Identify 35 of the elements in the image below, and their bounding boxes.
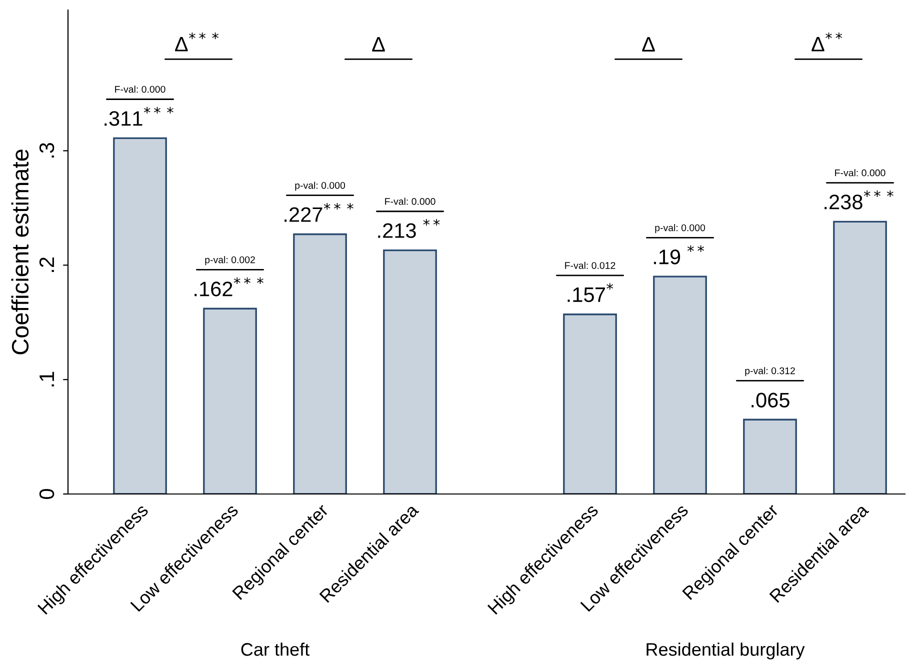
data-label: .238$^{***}$ [824, 190, 894, 210]
data-label: .065 [752, 392, 790, 408]
data-label: .162$^{***}$ [194, 277, 264, 296]
text: Residential burglary [646, 642, 805, 660]
annotation: F-val: 0.000 [835, 169, 886, 176]
annotation: p-val: 0.312 [745, 367, 795, 376]
text: Car theft [241, 642, 310, 656]
y-tick-label: .3 [39, 142, 54, 158]
annotation: F-val: 0.000 [385, 198, 436, 205]
bar [563, 314, 617, 494]
bar [653, 276, 707, 494]
y-tick-label: .2 [39, 258, 54, 272]
bar [383, 249, 437, 494]
data-label: .213 $^{**}$ [378, 218, 440, 238]
bar [833, 220, 887, 494]
annotation: F-val: 0.000 [115, 86, 166, 93]
data-label: .157$^{*}$ [568, 283, 614, 302]
annotation: p-val: 0.002 [205, 256, 255, 266]
data-label: .227$^{***}$ [284, 202, 354, 222]
annotation: p-val: 0.000 [295, 182, 346, 191]
bar [203, 308, 257, 494]
y-axis-title: Coefficient estimate [11, 150, 29, 354]
annotation: Δ$^{***}$ [175, 32, 219, 52]
bar [113, 137, 167, 494]
y-tick-label: .1 [40, 372, 54, 386]
annotation: Δ$^{**}$ [812, 32, 842, 52]
annotation: p-val: 0.000 [655, 224, 706, 234]
y-tick-label: 0 [39, 489, 54, 499]
data-label: .311$^{***}$ [104, 106, 174, 126]
bar [743, 418, 797, 494]
bar [293, 233, 347, 494]
annotation: Δ [372, 37, 385, 52]
annotation: F-val: 0.012 [565, 262, 616, 269]
annotation: Δ [642, 37, 655, 52]
data-label: .19 $^{**}$ [654, 245, 704, 264]
